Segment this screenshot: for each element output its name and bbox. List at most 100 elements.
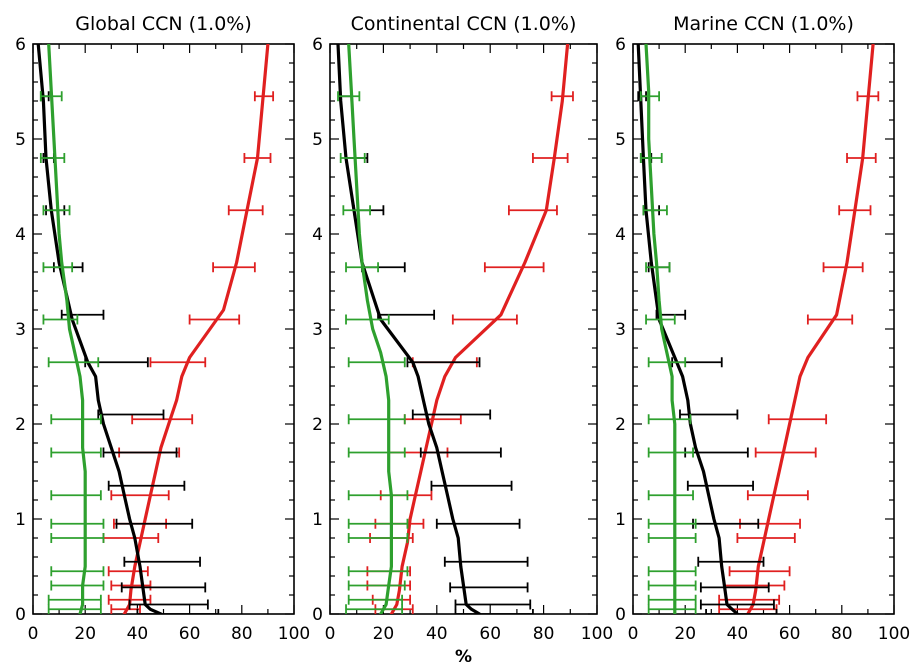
x-axis-label: % (455, 647, 472, 667)
y-tick-label: 0 (615, 605, 626, 625)
error-bar (647, 447, 694, 458)
error-bar (120, 582, 207, 593)
panel-title: Marine CCN (1.0%) (673, 13, 854, 35)
error-bar (806, 314, 854, 325)
black-series (636, 44, 778, 614)
y-tick-label: 2 (615, 415, 626, 435)
error-bar (345, 604, 403, 614)
x-tick-label: 100 (278, 624, 310, 644)
error-bar (347, 518, 409, 529)
x-tick-label: 40 (727, 624, 749, 644)
error-bar (50, 490, 102, 501)
red-series (718, 44, 880, 614)
panel-2: Continental CCN (1.0%) 0 20 40 60 80 100 0 1 2 3 4 5… (312, 13, 613, 667)
error-bar (110, 490, 170, 501)
error-bar (754, 447, 817, 458)
x-tick-label: 80 (831, 624, 853, 644)
x-tick-label: 40 (127, 624, 149, 644)
y-tick-label: 6 (615, 35, 626, 55)
green-series (39, 44, 105, 614)
error-bar (347, 447, 406, 458)
error-bar (647, 414, 692, 425)
error-bar (47, 357, 100, 368)
y-tick-label: 0 (312, 605, 323, 625)
error-bar (50, 414, 102, 425)
y-tick-label: 1 (615, 510, 626, 530)
error-bar (188, 314, 241, 325)
x-tick-label: 0 (628, 624, 639, 644)
error-bar (483, 262, 545, 273)
profile-line (122, 44, 270, 614)
error-bar (647, 518, 697, 529)
error-bar (406, 357, 481, 368)
error-bar (345, 314, 390, 325)
profile-line (347, 44, 393, 614)
error-bar (50, 447, 102, 458)
error-bar (347, 594, 403, 605)
x-tick-label: 60 (179, 624, 201, 644)
error-bar (647, 533, 697, 543)
y-tick-label: 4 (615, 225, 626, 245)
error-bar (454, 609, 534, 614)
error-bar (705, 609, 778, 614)
error-bar (451, 314, 518, 325)
error-bar (532, 153, 569, 163)
x-tick-label: 20 (674, 624, 696, 644)
y-tick-label: 6 (15, 35, 26, 55)
y-tick-label: 6 (312, 35, 323, 55)
y-tick-label: 1 (312, 510, 323, 530)
error-bar (647, 580, 697, 591)
profile-line (746, 44, 875, 614)
error-bar (443, 556, 529, 567)
error-bar (347, 566, 409, 577)
error-bar (347, 490, 409, 501)
error-bar (50, 566, 105, 577)
error-bar (115, 518, 194, 529)
red-series (102, 44, 275, 614)
error-bar (102, 447, 178, 458)
error-bar (647, 604, 697, 614)
panel-1: Global CCN (1.0%) 0 20 40 60 80 100 0 1 2 3 4 5 6 (15, 13, 310, 644)
plot-frame (32, 43, 295, 615)
error-bar (697, 556, 765, 567)
profile-line (336, 44, 482, 614)
panel-title: Global CCN (1.0%) (75, 13, 252, 35)
error-bar (647, 357, 687, 368)
x-tick-label: 20 (373, 624, 395, 644)
profile-line (47, 44, 87, 614)
error-bar (47, 604, 102, 614)
error-bar (647, 566, 697, 577)
red-series (366, 44, 574, 614)
panel-3: Marine CCN (1.0%) 0 20 40 60 80 100 0 1 2 3 4 5 6 (615, 13, 910, 644)
error-bar (347, 414, 406, 425)
error-bar (699, 582, 770, 593)
error-bar (686, 480, 754, 491)
green-series (639, 44, 697, 614)
error-bar (347, 357, 406, 368)
error-bar (728, 566, 791, 577)
error-bar (692, 518, 760, 529)
x-tick-label: 0 (325, 624, 336, 644)
error-bar (767, 414, 828, 425)
error-bar (136, 609, 220, 614)
x-tick-label: 60 (479, 624, 501, 644)
y-tick-label: 5 (615, 130, 626, 150)
error-bar (347, 533, 409, 543)
x-tick-label: 60 (779, 624, 801, 644)
y-tick-label: 4 (312, 225, 323, 245)
y-tick-label: 2 (15, 415, 26, 435)
y-tick-label: 2 (312, 415, 323, 435)
error-bar (507, 205, 558, 216)
x-tick-label: 100 (878, 624, 910, 644)
profile-line (636, 44, 740, 614)
y-tick-label: 1 (15, 510, 26, 530)
error-bar (123, 556, 201, 567)
error-bar (435, 518, 521, 529)
x-tick-label: 80 (231, 624, 253, 644)
error-bar (149, 357, 207, 368)
profile-line (389, 44, 570, 614)
error-bar (47, 594, 102, 605)
error-bar (647, 490, 694, 501)
error-bar (419, 447, 502, 458)
